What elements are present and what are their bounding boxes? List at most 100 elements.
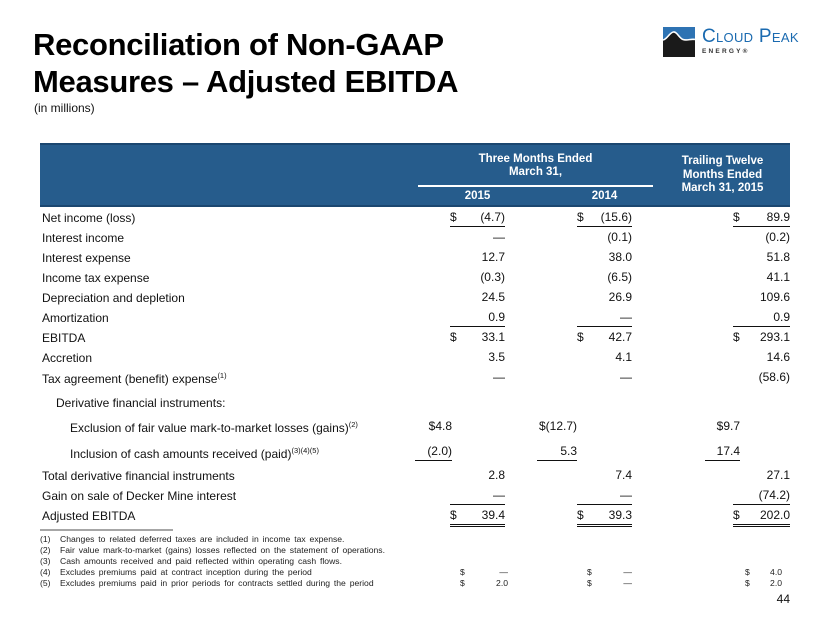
- dollar-sign: $: [745, 567, 750, 577]
- cell-value: 293.1: [759, 330, 790, 344]
- cell-col1: —: [450, 230, 505, 246]
- cell-col1: (0.3): [450, 270, 505, 286]
- cell-col3: 51.8: [733, 250, 790, 266]
- table-row: Net income (loss) $ (4.7) $ (15.6) $89.9: [40, 208, 790, 228]
- cell-value: 42.7: [608, 330, 632, 344]
- footnote-ref: (3)(4)(5): [291, 445, 319, 455]
- dollar-sign: $: [577, 330, 584, 344]
- footnote-number: (4): [40, 567, 51, 577]
- cell-col1: 12.7: [450, 250, 505, 266]
- cell-col1: $33.1: [450, 330, 505, 346]
- footnote-number: (5): [40, 578, 51, 588]
- table-row: Inclusion of cash amounts received (paid…: [40, 440, 790, 466]
- cell-value: $(12.7): [538, 419, 577, 433]
- footnote-value: —: [623, 578, 632, 588]
- logo-wordmark: Cloud Peak: [702, 26, 799, 47]
- cell-col3: $9.7: [683, 419, 740, 435]
- cell-col3: 109.6: [733, 290, 790, 306]
- row-label: Adjusted EBITDA: [42, 509, 136, 523]
- cell-col3: $89.9: [733, 210, 790, 227]
- cell-value: 26.9: [608, 290, 632, 304]
- table-row: Adjusted EBITDA $39.4 $39.3 $202.0: [40, 506, 790, 527]
- footnote-value-col2: $ —: [587, 578, 632, 589]
- row-label: Tax agreement (benefit) expense(1): [42, 370, 227, 386]
- dollar-sign: $: [733, 330, 740, 344]
- cell-col1: —: [450, 488, 505, 505]
- logo: Cloud Peak ENERGY®: [663, 27, 799, 57]
- cell-col1: (2.0): [397, 444, 452, 463]
- cell-value: 24.5: [481, 290, 505, 304]
- cell-value: 51.8: [766, 250, 790, 264]
- cell-col3: $202.0: [733, 507, 790, 527]
- cell-value: 14.6: [766, 350, 790, 364]
- cell-value: 38.0: [608, 250, 632, 264]
- dollar-sign: $: [587, 567, 592, 577]
- footnote-value: —: [499, 567, 508, 577]
- cell-col1: 0.9: [450, 310, 505, 327]
- row-label: Exclusion of fair value mark-to-market l…: [70, 419, 358, 435]
- cell-col2: $42.7: [577, 330, 632, 346]
- dollar-sign: $: [460, 567, 465, 577]
- cell-value: 39.4: [481, 507, 505, 522]
- logo-text: Cloud Peak ENERGY®: [702, 27, 799, 55]
- dollar-sign: $: [450, 330, 457, 344]
- footnote-value: —: [623, 567, 632, 577]
- ttm-line2: Months Ended: [682, 168, 763, 181]
- cell-col2: 26.9: [577, 290, 632, 306]
- footnote-value-col3: $4.0: [745, 567, 782, 578]
- cell-value: 3.5: [488, 350, 505, 364]
- table-row: Tax agreement (benefit) expense(1) — — (58.…: [40, 368, 790, 388]
- footnote-number: (2): [40, 545, 51, 555]
- page-title-line2: Measures – Adjusted EBITDA: [33, 64, 459, 99]
- cell-value: 12.7: [481, 250, 505, 264]
- cell-value: 41.1: [766, 270, 790, 284]
- cell-value: 33.1: [481, 330, 505, 344]
- cell-col1: $ (4.7): [450, 210, 505, 227]
- cell-value: —: [620, 487, 632, 502]
- cell-col1: $4.8: [397, 419, 452, 435]
- cell-value: 2.8: [488, 468, 505, 482]
- table-row: Income tax expense (0.3) (6.5) 41.1: [40, 268, 790, 288]
- cloud-peak-logo-icon: [663, 27, 695, 57]
- cell-col2: $39.3: [577, 508, 632, 527]
- footnote: (1) Changes to related deferred taxes are…: [40, 534, 790, 545]
- table-row: Interest income — (0.1) (0.2): [40, 228, 790, 248]
- cell-value: 17.4: [705, 444, 740, 461]
- cell-value: 0.9: [488, 309, 505, 324]
- cell-col1: [450, 408, 505, 410]
- cell-col3: (0.2): [733, 230, 790, 246]
- cell-col2: —: [577, 310, 632, 327]
- table-row: Accretion 3.5 4.1 14.6: [40, 348, 790, 368]
- col-group-three-months: Three Months Ended March 31,: [418, 153, 653, 187]
- row-label: Income tax expense: [42, 271, 150, 285]
- footnote-value-col3: $2.0: [745, 578, 782, 589]
- cell-col2: 7.4: [577, 468, 632, 484]
- page-number: 44: [776, 592, 790, 606]
- row-label: Interest expense: [42, 251, 131, 265]
- footnote: (2) Fair value mark-to-market (gains) los…: [40, 545, 790, 556]
- col-group-line2: March 31,: [508, 166, 563, 178]
- page-title: Reconciliation of Non-GAAP Measures – Ad…: [33, 26, 458, 100]
- dollar-sign: $: [733, 209, 740, 224]
- cell-value: (74.2): [758, 487, 790, 502]
- cell-value: (0.2): [765, 230, 790, 244]
- dollar-sign: $: [733, 507, 740, 522]
- footnotes: (1) Changes to related deferred taxes are…: [40, 534, 790, 589]
- cell-col1: 2.8: [450, 468, 505, 484]
- cell-col3: [733, 408, 790, 410]
- row-label: Gain on sale of Decker Mine interest: [42, 489, 237, 503]
- table-body: Net income (loss) $ (4.7) $ (15.6) $89.9 Inter…: [40, 207, 790, 527]
- cell-value: (0.3): [480, 270, 505, 284]
- footnote-separator: [40, 529, 173, 531]
- row-label: Inclusion of cash amounts received (paid…: [70, 445, 319, 461]
- cell-value: —: [493, 230, 505, 244]
- dollar-sign: $: [450, 507, 457, 522]
- row-label: Depreciation and depletion: [42, 291, 185, 305]
- footnote: (4) Excludes premiums paid at contract in…: [40, 567, 790, 578]
- row-label: Total derivative financial instruments: [42, 469, 235, 483]
- cell-value: 89.9: [766, 209, 790, 224]
- footnote-value-col2: $ —: [587, 567, 632, 578]
- row-label: Net income (loss): [42, 211, 136, 225]
- cell-col2: (0.1): [577, 230, 632, 246]
- dollar-sign: $: [587, 578, 592, 588]
